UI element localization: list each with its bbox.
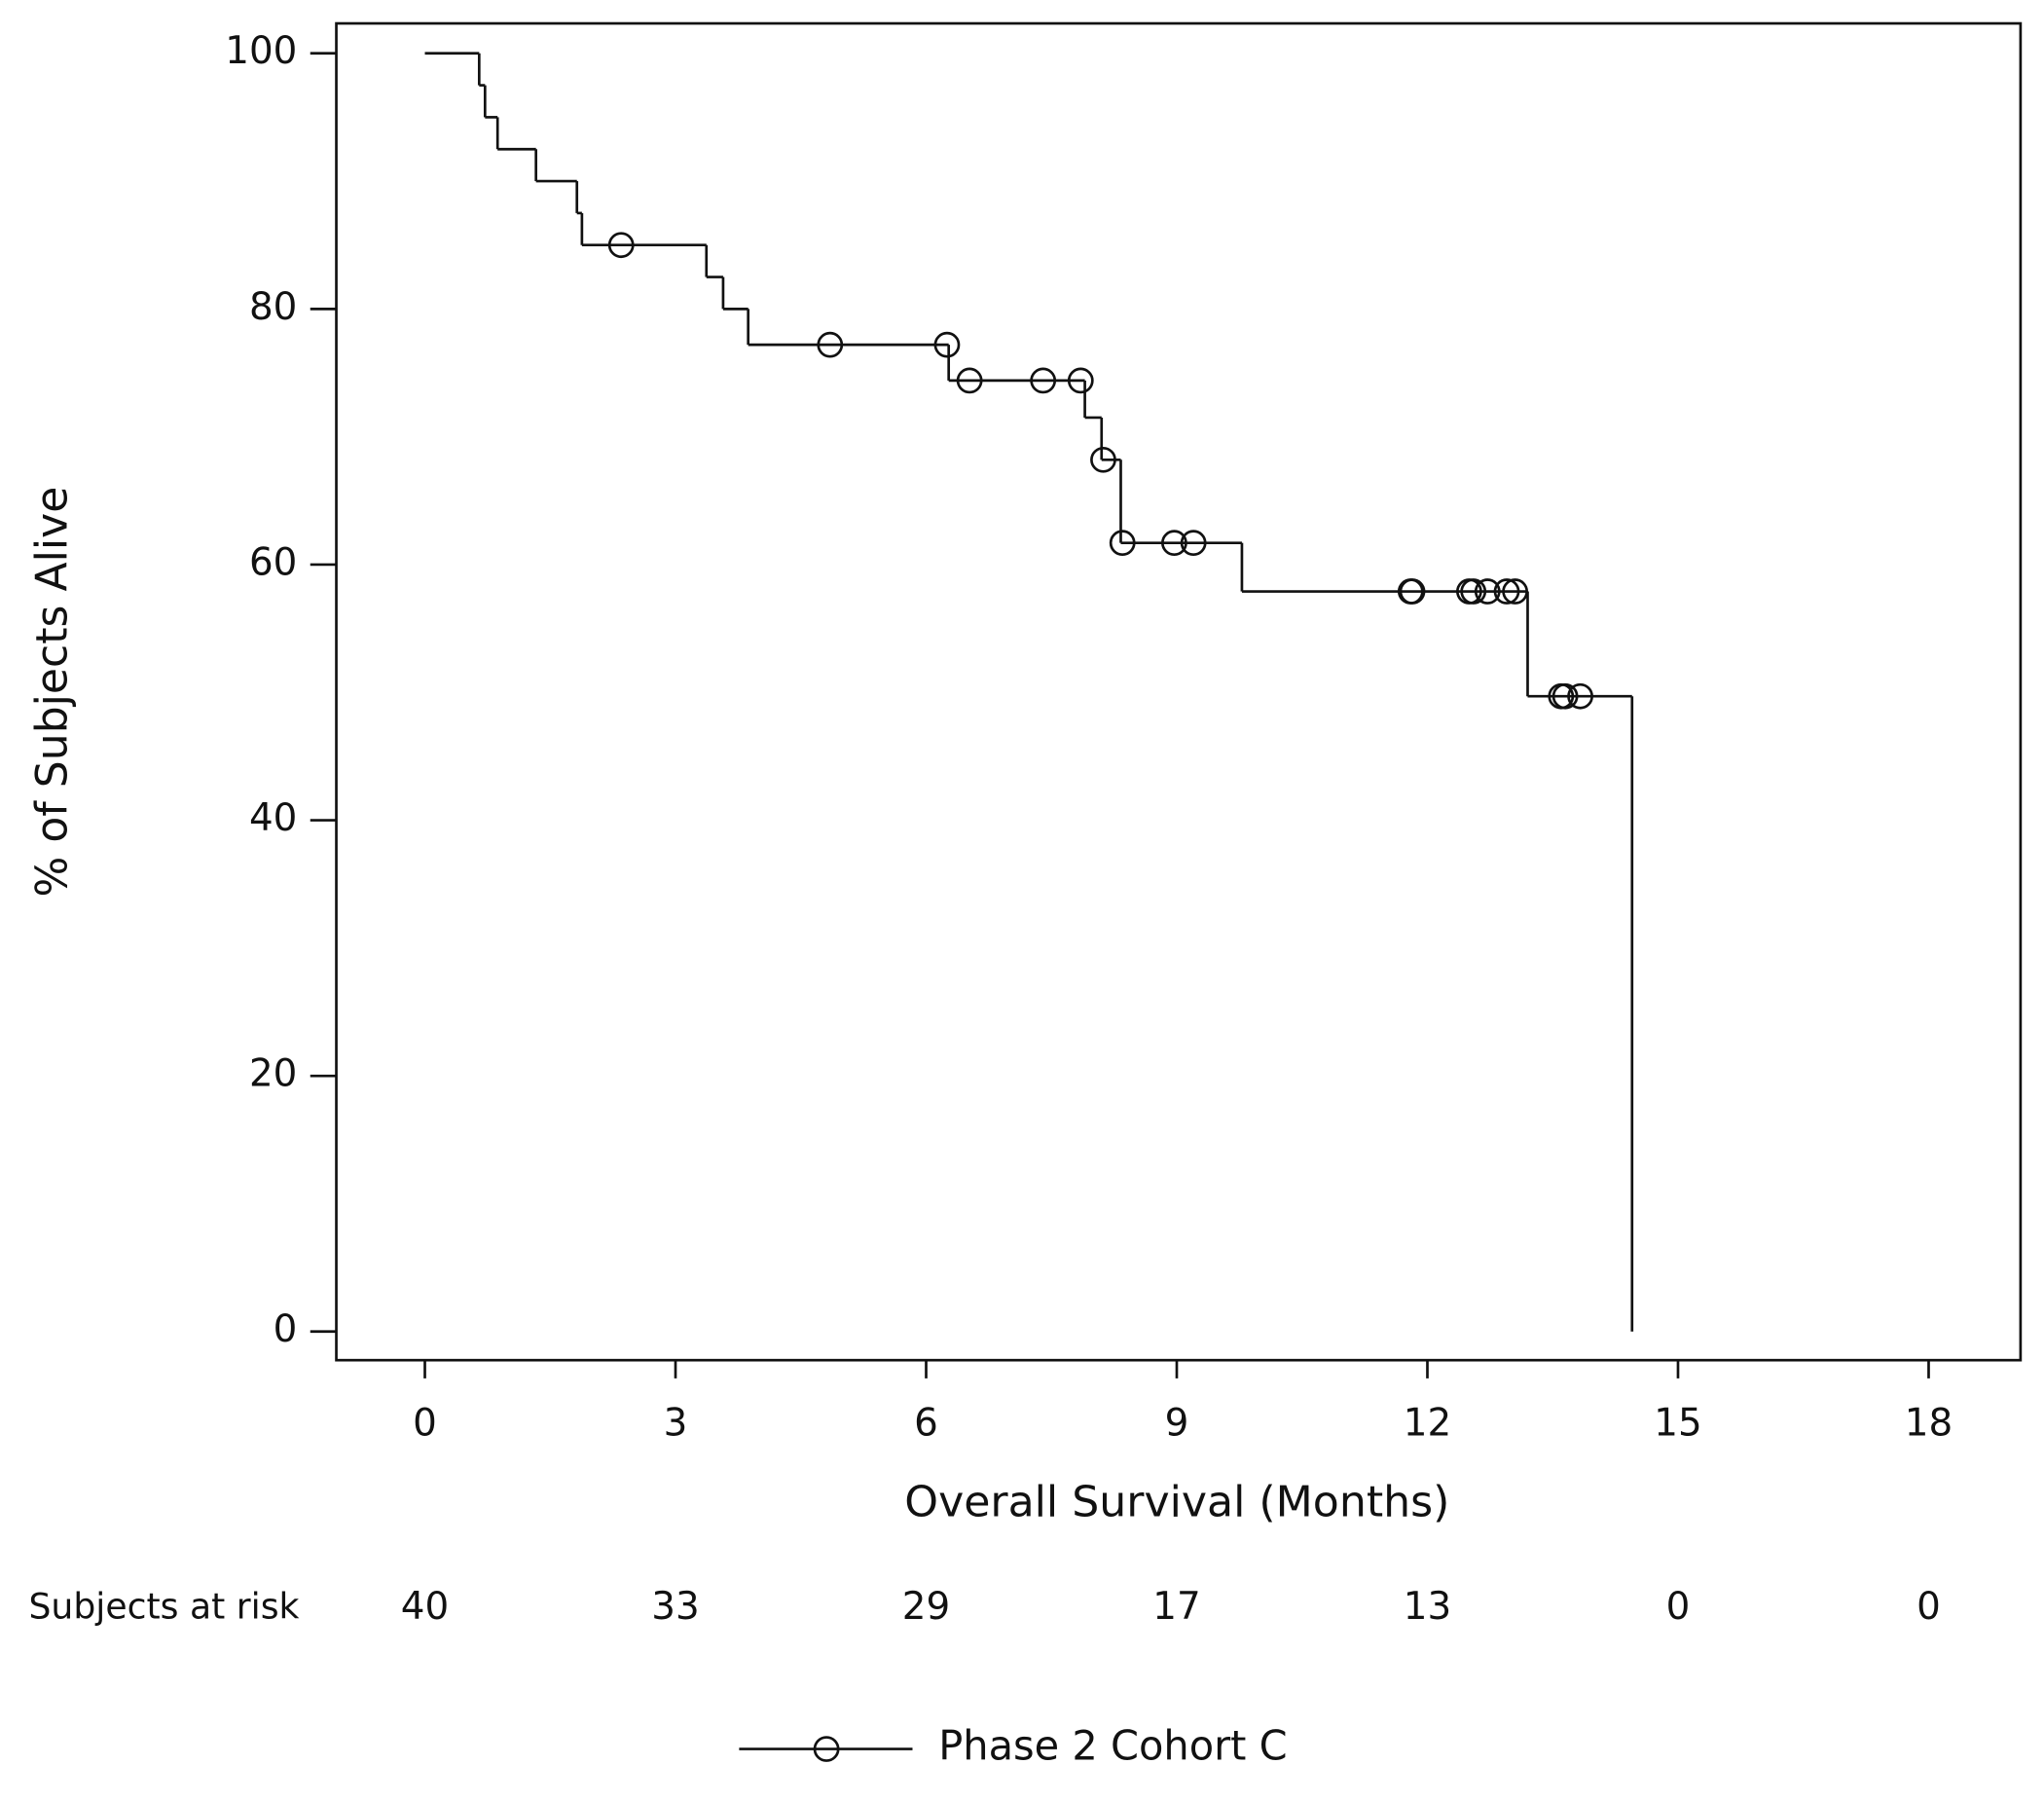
censor-marker xyxy=(1030,367,1057,394)
plot-frame xyxy=(335,21,2023,1362)
y-tick-label: 60 xyxy=(249,541,297,585)
censor-marker xyxy=(933,331,961,358)
x-axis-label: Overall Survival (Months) xyxy=(904,1477,1449,1526)
risk-count: 29 xyxy=(902,1585,950,1629)
legend-marker xyxy=(813,1736,840,1762)
x-tick-label: 12 xyxy=(1404,1402,1451,1446)
censor-marker xyxy=(1090,446,1116,473)
censor-marker xyxy=(607,232,635,259)
censor-marker xyxy=(1551,682,1579,710)
x-tick-label: 18 xyxy=(1905,1402,1953,1446)
censor-marker xyxy=(1180,530,1207,557)
risk-table-label: Subjects at risk xyxy=(28,1585,299,1627)
censor-marker xyxy=(956,367,983,394)
y-tick-label: 0 xyxy=(274,1307,298,1351)
x-tick-label: 9 xyxy=(1165,1402,1189,1446)
censor-marker xyxy=(1161,530,1187,557)
censor-marker xyxy=(1399,578,1426,605)
censor-marker xyxy=(1067,367,1094,394)
risk-count: 13 xyxy=(1404,1585,1451,1629)
y-tick-label: 40 xyxy=(249,796,297,840)
x-tick-label: 6 xyxy=(914,1402,938,1446)
censor-marker xyxy=(1474,578,1501,605)
risk-count: 33 xyxy=(651,1585,699,1629)
censor-marker xyxy=(1493,578,1520,605)
censor-marker xyxy=(817,331,844,358)
risk-count: 0 xyxy=(1666,1585,1691,1629)
risk-count: 0 xyxy=(1916,1585,1941,1629)
y-tick-label: 20 xyxy=(249,1052,297,1096)
risk-count: 17 xyxy=(1152,1585,1200,1629)
censor-marker xyxy=(1109,530,1136,557)
censor-marker xyxy=(1460,578,1487,605)
y-tick-label: 100 xyxy=(225,29,297,73)
x-tick-label: 3 xyxy=(664,1402,688,1446)
x-tick-label: 15 xyxy=(1654,1402,1701,1446)
legend-label: Phase 2 Cohort C xyxy=(938,1723,1287,1770)
y-axis-label: % of Subjects Alive xyxy=(27,487,77,898)
censor-marker xyxy=(1567,682,1593,710)
y-tick-label: 80 xyxy=(249,285,297,329)
x-tick-label: 0 xyxy=(413,1402,437,1446)
censor-marker xyxy=(1502,578,1529,605)
risk-count: 40 xyxy=(401,1585,449,1629)
